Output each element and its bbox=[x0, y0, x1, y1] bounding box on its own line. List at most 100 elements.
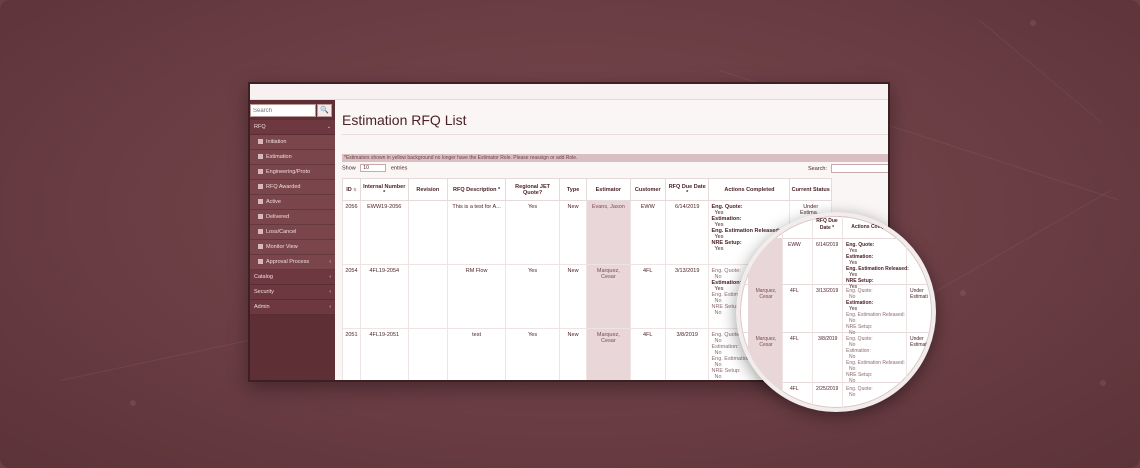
sidebar-item-monitor-view[interactable]: Monitor View bbox=[250, 240, 335, 255]
sidebar-item-delivered[interactable]: Delivered bbox=[250, 210, 335, 225]
page-length-select[interactable]: 10 bbox=[360, 164, 387, 172]
cell-internal-number[interactable]: 4FL19-2054 bbox=[359, 264, 409, 329]
view-icon[interactable]: ⊕ bbox=[838, 216, 848, 217]
network-dot bbox=[1030, 20, 1036, 26]
cell-internal-number[interactable]: EWW19-2056 bbox=[359, 200, 409, 265]
sidebar-item-label: Catalog bbox=[254, 274, 273, 280]
cell-type: New bbox=[559, 264, 588, 329]
network-line bbox=[920, 190, 1112, 301]
list-icon bbox=[258, 169, 263, 175]
sidebar-item-estimation[interactable]: Estimation bbox=[250, 150, 335, 165]
search-icon[interactable]: 🔍 bbox=[317, 104, 332, 117]
mag-cell-customer: 4FL bbox=[790, 386, 799, 392]
divider bbox=[906, 216, 907, 408]
cell-customer: EWW bbox=[629, 200, 666, 265]
chevron-left-icon: ‹ bbox=[329, 274, 331, 280]
sidebar-item-label: Delivered bbox=[266, 214, 290, 220]
column-header-estimator[interactable]: Estimator bbox=[586, 178, 631, 201]
table-header-row: ID ⇅ Internal Number * Revision RFQ Desc… bbox=[342, 178, 832, 201]
mag-cell-customer: 4FL bbox=[790, 336, 799, 342]
table-search: Search: bbox=[808, 164, 888, 173]
sidebar-item-active[interactable]: Active bbox=[250, 195, 335, 210]
cell-revision bbox=[407, 328, 449, 380]
column-header-revision[interactable]: Revision bbox=[407, 178, 449, 201]
dollar-icon[interactable]: $ bbox=[866, 216, 876, 217]
top-bar bbox=[250, 84, 888, 100]
column-header-type[interactable]: Type bbox=[559, 178, 588, 201]
sidebar-item-initiation[interactable]: Initiation bbox=[250, 135, 335, 150]
cell-customer: 4FL bbox=[629, 328, 666, 380]
column-header-internal-number[interactable]: Internal Number * bbox=[359, 178, 409, 201]
list-icon bbox=[258, 154, 263, 160]
mag-header-customer: omer bbox=[790, 218, 804, 224]
estimator-notice: *Estimators shown in yellow background n… bbox=[342, 154, 888, 162]
column-header-rfq-due-date[interactable]: RFQ Due Date * bbox=[664, 178, 710, 201]
sidebar-item-security[interactable]: Security ‹ bbox=[250, 285, 335, 300]
network-dot bbox=[1100, 380, 1106, 386]
sidebar-item-catalog[interactable]: Catalog ‹ bbox=[250, 270, 335, 285]
sidebar-item-label: RFQ bbox=[254, 124, 266, 130]
mag-cell-estimator: Marquez, Cesar bbox=[755, 336, 777, 348]
sidebar-item-label: Admin bbox=[254, 304, 270, 310]
sidebar-item-engineering-proto[interactable]: Engineering/Proto bbox=[250, 165, 335, 180]
column-header-rfq-description[interactable]: RFQ Description * bbox=[447, 178, 507, 201]
magnifier-lens: omer RFQ Due Date * Actions Completed ⊕ … bbox=[736, 212, 936, 412]
sidebar-item-rfq-awarded[interactable]: RFQ Awarded bbox=[250, 180, 335, 195]
sidebar: 🔍 RFQ ⌄ Initiation Estimation Engineering… bbox=[250, 100, 335, 380]
network-dot bbox=[130, 400, 136, 406]
mag-cell-due-date: 3/8/2019 bbox=[818, 336, 838, 342]
network-line bbox=[979, 20, 1103, 124]
user-icon[interactable]: ♟ bbox=[852, 216, 862, 217]
cell-estimator: Marquez, Cesar bbox=[586, 328, 631, 380]
sidebar-item-loss-cancel[interactable]: Loss/Cancel bbox=[250, 225, 335, 240]
cell-jet-quote: Yes bbox=[505, 328, 561, 380]
column-header-current-status[interactable]: Current Status bbox=[789, 178, 832, 201]
cell-due-date: 3/13/2019 bbox=[664, 264, 710, 329]
cell-estimator: Evans, Jason bbox=[586, 200, 631, 265]
column-header-customer[interactable]: Customer bbox=[629, 178, 666, 201]
cell-id: 2051 bbox=[342, 328, 361, 380]
sidebar-item-label: RFQ Awarded bbox=[266, 184, 301, 190]
mag-cell-due-date: 6/14/2019 bbox=[816, 242, 839, 248]
mag-cell-due-date: 3/13/2019 bbox=[816, 288, 839, 294]
cell-estimator: Marquez, Cesar bbox=[586, 264, 631, 329]
chevron-down-icon: ⌄ bbox=[326, 124, 331, 130]
sidebar-item-admin[interactable]: Admin ‹ bbox=[250, 300, 335, 315]
cell-due-date: 3/8/2019 bbox=[664, 328, 710, 380]
cell-type: New bbox=[559, 200, 588, 265]
table-search-input[interactable] bbox=[830, 164, 888, 173]
column-header-id[interactable]: ID ⇅ bbox=[342, 178, 361, 201]
list-icon bbox=[258, 184, 263, 190]
chevron-left-icon: ‹ bbox=[329, 289, 331, 295]
sidebar-item-label: Loss/Cancel bbox=[266, 229, 297, 235]
cell-customer: 4FL bbox=[629, 264, 666, 329]
magnified-table: omer RFQ Due Date * Actions Completed ⊕ … bbox=[740, 216, 932, 408]
mag-cell-status: Under Estimati bbox=[910, 336, 928, 348]
cell-type: New bbox=[559, 328, 588, 380]
chevron-left-icon: ‹ bbox=[329, 304, 331, 310]
cell-jet-quote: Yes bbox=[505, 200, 561, 265]
divider bbox=[812, 216, 813, 408]
sidebar-search-input[interactable] bbox=[250, 104, 316, 117]
column-header-actions-completed[interactable]: Actions Completed bbox=[708, 178, 791, 201]
sidebar-item-label: Approval Process bbox=[266, 259, 310, 265]
mag-cell-estimator: Marquez, Cesar bbox=[755, 288, 777, 300]
cell-internal-number[interactable]: 4FL19-2051 bbox=[359, 328, 409, 380]
mag-estimator-column bbox=[748, 238, 782, 408]
mag-header-due-date: RFQ Due Date * bbox=[816, 218, 838, 231]
page-length-control: Show 10 entries bbox=[342, 164, 407, 172]
mag-cell-customer: EWW bbox=[788, 242, 801, 248]
cell-description: test bbox=[447, 328, 507, 380]
column-header-regional-jet-quote[interactable]: Regional JET Quote? bbox=[505, 178, 561, 201]
divider bbox=[842, 216, 843, 408]
show-label: Show bbox=[342, 165, 356, 172]
network-dot bbox=[960, 290, 966, 296]
list-icon bbox=[258, 229, 263, 235]
cell-due-date: 6/14/2019 bbox=[664, 200, 710, 265]
sidebar-item-label: Active bbox=[266, 199, 281, 205]
sidebar-item-label: Engineering/Proto bbox=[266, 169, 311, 175]
divider bbox=[782, 216, 783, 408]
sidebar-item-approval-process[interactable]: Approval Process ‹ bbox=[250, 255, 335, 270]
sidebar-item-rfq[interactable]: RFQ ⌄ bbox=[250, 120, 335, 135]
mag-cell-due-date: 2/25/2019 bbox=[816, 386, 839, 392]
